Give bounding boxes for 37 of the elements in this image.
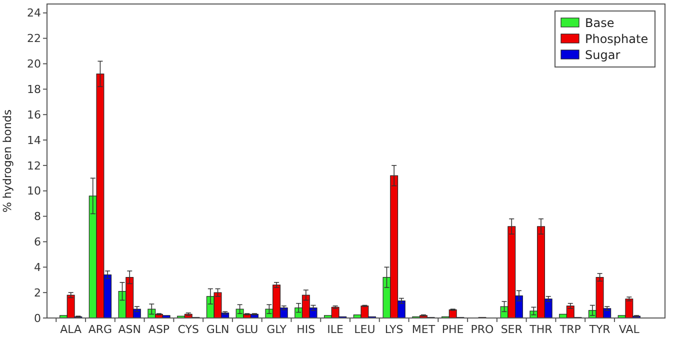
x-tick-label: GLN: [206, 323, 230, 336]
y-tick-label: 12: [27, 159, 41, 172]
legend-label: Phosphate: [585, 32, 648, 46]
x-tick-label: GLU: [236, 323, 258, 336]
x-tick-label: ARG: [88, 323, 112, 336]
y-tick-label: 6: [34, 236, 41, 249]
y-tick-label: 10: [27, 184, 41, 198]
x-tick-label: HIS: [296, 323, 316, 336]
y-tick-label: 20: [27, 58, 41, 71]
legend-label: Base: [585, 16, 614, 30]
y-axis-title: % hydrogen bonds: [1, 109, 14, 213]
y-tick-label: 2: [34, 286, 41, 300]
x-tick-label: THR: [528, 323, 553, 336]
legend-label: Sugar: [585, 48, 620, 62]
y-tick-label: 22: [27, 32, 41, 46]
x-tick-label: CYS: [178, 323, 199, 336]
x-tick-label: VAL: [618, 323, 640, 336]
x-tick-label: PRO: [470, 323, 494, 336]
x-tick-label: ASN: [118, 323, 141, 336]
x-tick-label: LEU: [354, 323, 376, 336]
x-tick-label: ILE: [327, 323, 344, 336]
y-tick-label: 16: [27, 108, 41, 122]
x-tick-label: MET: [412, 323, 436, 336]
x-tick-label: GLY: [266, 323, 287, 336]
x-tick-label: TRP: [558, 323, 582, 336]
y-tick-label: 8: [34, 210, 41, 224]
x-tick-label: PHE: [442, 323, 464, 336]
y-tick-label: 14: [27, 134, 41, 147]
x-tick-label: SER: [500, 323, 523, 336]
y-tick-label: 18: [27, 83, 41, 96]
x-tick-label: ALA: [60, 323, 82, 336]
y-tick-label: 0: [34, 312, 41, 325]
y-tick-label: 4: [34, 261, 41, 274]
y-tick-label: 24: [27, 6, 41, 20]
x-tick-label: TYR: [588, 323, 611, 336]
x-tick-label: LYS: [384, 323, 404, 336]
x-tick-label: ASP: [148, 323, 170, 336]
